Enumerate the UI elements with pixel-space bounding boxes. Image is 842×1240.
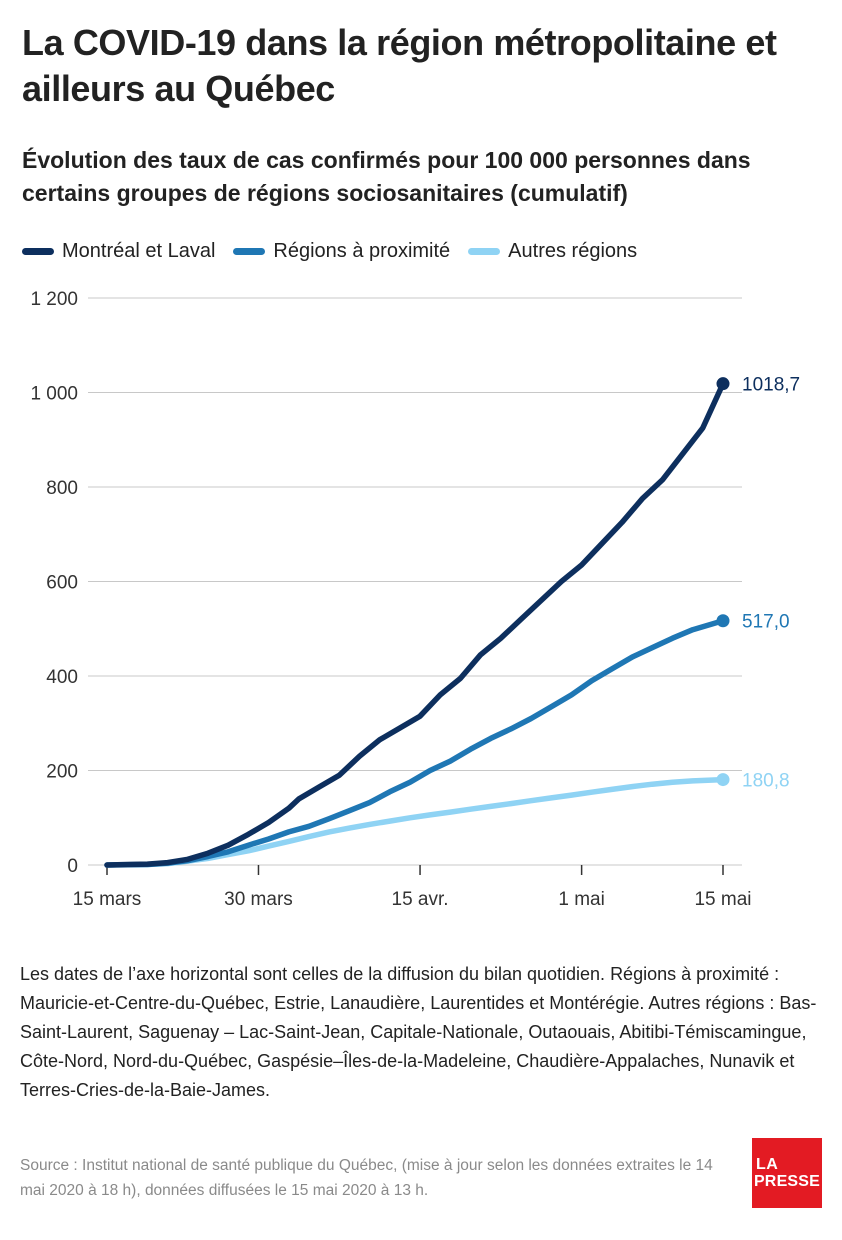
- y-tick-label: 200: [46, 762, 78, 783]
- legend: Montréal et Laval Régions à proximité Au…: [22, 236, 655, 266]
- legend-swatch-regions-proximite: [233, 247, 266, 255]
- legend-label-regions-proximite: Régions à proximité: [273, 239, 451, 262]
- logo-text-la: LA: [756, 1156, 779, 1173]
- y-tick-label: 0: [67, 856, 78, 877]
- y-tick-label: 1 000: [30, 384, 78, 405]
- y-tick-label: 1 200: [30, 289, 78, 310]
- series-line-autres_regions: [104, 776, 726, 868]
- legend-item-montreal-laval: Montréal et Laval: [22, 240, 215, 263]
- x-tick-label: 15 mai: [694, 889, 751, 910]
- line-chart: 0 200 400 600 800 1 000 1 200 15 mars 30 mars 15 …: [30, 289, 800, 910]
- legend-label-montreal-laval: Montréal et Laval: [62, 239, 216, 262]
- legend-item-autres-regions: Autres régions: [468, 240, 637, 263]
- source-credit: Source : Institut national de santé publ…: [20, 1157, 713, 1199]
- x-tick-label: 30 mars: [224, 889, 293, 910]
- chart-note: Les dates de l’axe horizontal sont celle…: [20, 964, 817, 1100]
- legend-swatch-montreal-laval: [22, 247, 54, 255]
- logo-text-presse: PRESSE: [753, 1173, 821, 1190]
- series-end-point-autres_regions: [716, 773, 730, 787]
- x-tick-label: 1 mai: [558, 889, 604, 910]
- series-end-label-regions_proximite: 517,0: [742, 612, 790, 633]
- chart-subtitle: Évolution des taux de cas confirmés pour…: [22, 147, 751, 206]
- x-tick-label: 15 mars: [73, 889, 142, 910]
- legend-label-autres-regions: Autres régions: [508, 239, 638, 262]
- series-end-point-montreal_laval: [716, 377, 730, 391]
- y-tick-label: 800: [46, 478, 78, 499]
- series-line-montreal_laval: [104, 380, 726, 868]
- y-tick-label: 400: [46, 667, 78, 688]
- series-end-point-regions_proximite: [716, 614, 730, 628]
- series-line-regions_proximite: [104, 617, 726, 868]
- series-end-label-autres_regions: 180,8: [742, 771, 790, 792]
- y-tick-label: 600: [46, 573, 78, 594]
- la-presse-logo: LA PRESSE: [752, 1138, 822, 1208]
- series-end-label-montreal_laval: 1018,7: [742, 375, 800, 396]
- legend-item-regions-proximite: Régions à proximité: [233, 240, 450, 263]
- legend-swatch-autres-regions: [468, 247, 501, 255]
- chart-title: La COVID-19 dans la région métropolitain…: [22, 22, 777, 109]
- x-tick-label: 15 avr.: [392, 889, 449, 910]
